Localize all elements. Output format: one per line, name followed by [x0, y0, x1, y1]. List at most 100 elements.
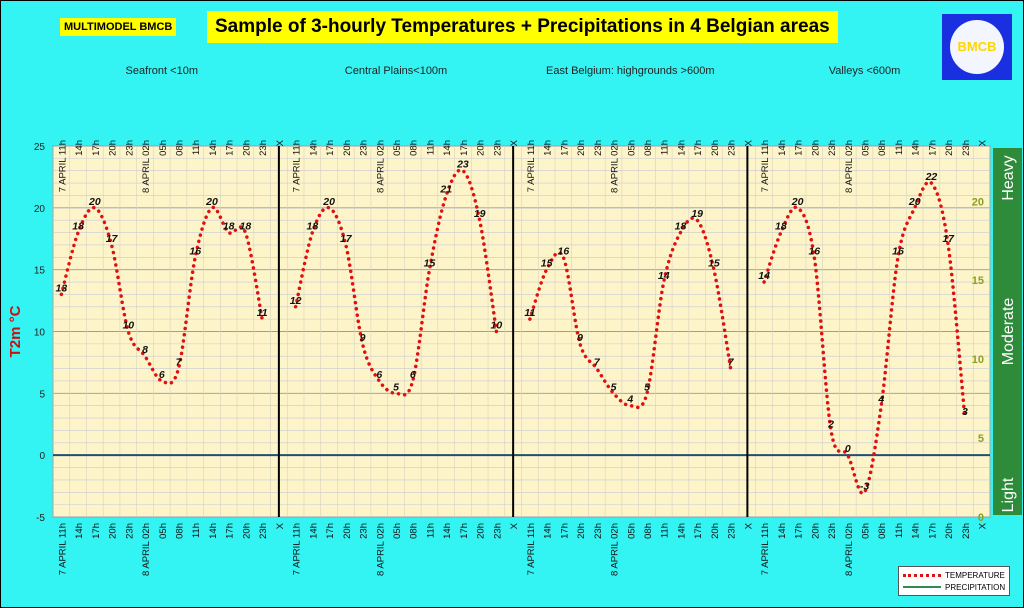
x-tick-label-top: 23h	[827, 140, 838, 156]
x-tick-label-bottom: 23h	[727, 523, 738, 539]
temperature-data-label: 12	[290, 295, 302, 307]
temperature-data-label: 15	[708, 258, 720, 270]
temperature-data-label: 21	[439, 183, 452, 195]
x-tick-label-bottom: 17h	[459, 523, 470, 539]
x-tick-label-top: 23h	[492, 140, 503, 156]
temperature-data-label: 23	[456, 159, 469, 171]
x-tick-label-top: 14h	[676, 140, 687, 156]
temperature-data-label: 15	[424, 258, 436, 270]
x-tick-label-top: 8 APRIL 02h	[844, 140, 855, 193]
temperature-data-label: 4	[877, 394, 884, 406]
temperature-data-label: 18	[240, 221, 252, 233]
x-tick-label-top: 17h	[927, 140, 938, 156]
y-tick-label: 15	[34, 266, 46, 277]
region-name: Central Plains<100m	[345, 65, 447, 77]
precip-category-label: Light	[1000, 477, 1017, 512]
temperature-data-label: 17	[340, 233, 353, 245]
x-tick-label-top: 05h	[392, 140, 403, 156]
x-tick-label-bottom: 20h	[476, 523, 487, 539]
temperature-data-label: 4	[626, 394, 633, 406]
temperature-data-label: 16	[892, 245, 904, 257]
temperature-data-label: 6	[410, 369, 416, 381]
x-tick-label-bottom: 05h	[861, 523, 872, 539]
x-tick-label-bottom: 11h	[894, 523, 905, 538]
temperature-data-label: 7	[594, 357, 601, 369]
x-tick-label-bottom: 20h	[108, 523, 119, 539]
x-tick-label-bottom: 20h	[810, 523, 821, 539]
x-tick-label-bottom: 14h	[543, 523, 554, 539]
precip-category-label: Moderate	[1000, 298, 1017, 366]
x-tick-label-bottom: 14h	[74, 523, 85, 539]
x-tick-label-bottom: 17h	[325, 523, 336, 539]
legend-label-temperature: TEMPERATURE	[945, 570, 1005, 580]
temperature-data-label: 22	[925, 171, 938, 183]
x-tick-label-bottom: 17h	[225, 523, 236, 539]
x-tick-label-top: 7 APRIL 11h	[292, 140, 303, 192]
y-tick-label: 10	[34, 328, 46, 339]
x-tick-label-top: 23h	[359, 140, 370, 156]
x-tick-label-top: 20h	[108, 140, 119, 156]
x-tick-label-top: 17h	[91, 140, 102, 156]
region-name: Seafront <10m	[126, 65, 198, 77]
x-tick-label-top: 8 APRIL 02h	[141, 140, 152, 193]
temperature-data-label: 11	[524, 307, 535, 319]
temperature-data-label: 9	[577, 332, 583, 344]
region-name: Valleys <600m	[829, 65, 901, 77]
temperature-data-label: 5	[611, 381, 617, 393]
x-tick-label-bottom: 8 APRIL 02h	[610, 523, 621, 576]
x-tick-label-top: 23h	[593, 140, 604, 156]
y-tick-label: 25	[34, 142, 46, 153]
temperature-data-label: 7	[176, 357, 183, 369]
chart-legend: TEMPERATURE PRECIPITATION	[898, 566, 1010, 596]
x-tick-label-top: 8 APRIL 02h	[610, 140, 621, 193]
x-tick-label-top: 20h	[810, 140, 821, 156]
temperature-data-label: 6	[159, 369, 165, 381]
x-tick-label-bottom: 17h	[693, 523, 704, 539]
precip-tick-label: 15	[972, 275, 984, 287]
temperature-data-label: 5	[644, 381, 650, 393]
x-tick-label-top: 17h	[794, 140, 805, 156]
x-tick-label-top: 05h	[861, 140, 872, 156]
temperature-data-label: 20	[88, 196, 101, 208]
x-tick-label-bottom: 14h	[911, 523, 922, 539]
temperature-data-label: 17	[106, 233, 119, 245]
x-tick-label-bottom: X	[978, 522, 989, 529]
temperature-series-line	[528, 216, 733, 409]
temperature-data-label: 8	[142, 344, 148, 356]
legend-label-precipitation: PRECIPITATION	[945, 582, 1006, 592]
x-tick-label-bottom: 11h	[191, 523, 202, 538]
temperature-data-label: 10	[122, 320, 134, 332]
x-tick-label-bottom: 08h	[643, 523, 654, 539]
x-tick-label-top: 05h	[626, 140, 637, 156]
x-tick-label-top: 14h	[74, 140, 85, 156]
x-tick-label-bottom: 23h	[961, 523, 972, 539]
temperature-data-label: 10	[491, 320, 503, 332]
x-tick-label-top: 08h	[643, 140, 654, 156]
x-tick-label-top: 05h	[158, 140, 169, 156]
temperature-data-label: 18	[775, 221, 787, 233]
x-tick-label-bottom: 23h	[593, 523, 604, 539]
precip-tick-label: 0	[978, 512, 984, 524]
x-tick-label-top: 20h	[576, 140, 587, 156]
x-tick-label-top: 08h	[409, 140, 420, 156]
temperature-data-label: 18	[307, 221, 319, 233]
x-tick-label-bottom: 05h	[626, 523, 637, 539]
y-tick-label: 0	[39, 451, 45, 462]
temperature-data-label: 14	[658, 270, 670, 282]
bmcb-logo: BMCB	[942, 14, 1012, 80]
precip-tick-label: 20	[972, 196, 984, 208]
temperature-data-label: 5	[393, 381, 399, 393]
x-tick-label-top: 14h	[308, 140, 319, 156]
x-tick-label-bottom: 8 APRIL 02h	[141, 523, 152, 576]
x-tick-label-bottom: X	[743, 522, 754, 529]
x-tick-label-bottom: 14h	[777, 523, 788, 539]
x-tick-label-top: 7 APRIL 11h	[760, 140, 771, 192]
x-tick-label-top: 17h	[325, 140, 336, 156]
x-tick-label-bottom: 23h	[124, 523, 135, 539]
x-tick-label-top: 08h	[877, 140, 888, 156]
x-tick-label-top: 14h	[543, 140, 554, 156]
temperature-data-label: 19	[474, 208, 486, 220]
temperature-data-label: -3	[860, 480, 869, 492]
temperature-data-label: 18	[223, 221, 235, 233]
x-tick-label-top: 23h	[727, 140, 738, 156]
